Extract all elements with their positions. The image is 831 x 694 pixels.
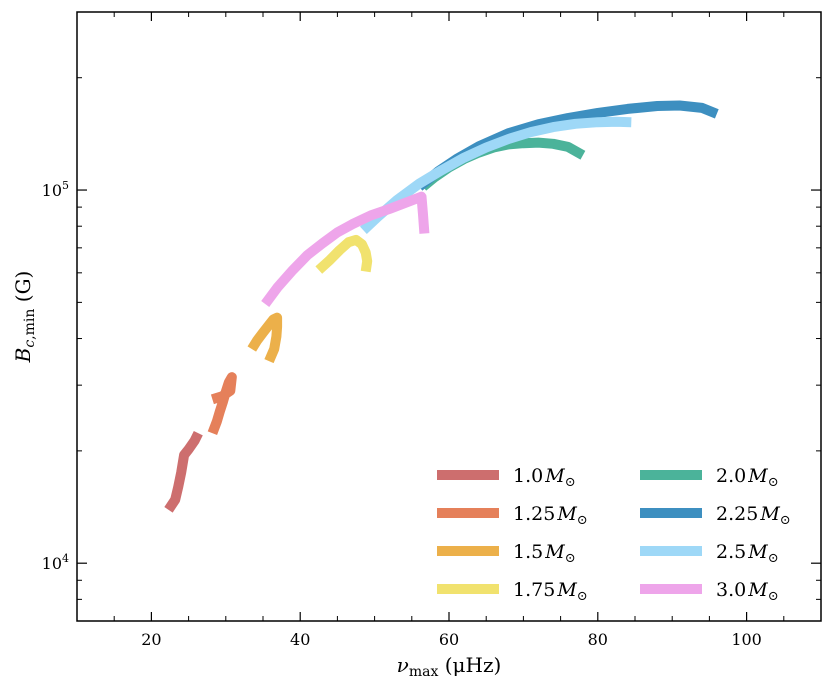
series-line-2 [247, 312, 283, 364]
legend-label: 1.75 M⊙ [513, 579, 588, 604]
legend-label: 1.0 M⊙ [513, 465, 576, 490]
series-line-7 [261, 191, 430, 307]
y-tick-label: 105 [42, 179, 69, 200]
x-tick-label: 80 [588, 630, 608, 649]
legend-label: 2.0 M⊙ [716, 465, 779, 490]
legend-entry-0: 1.0 M⊙ [437, 465, 576, 490]
legend: 1.0 M⊙ 1.25 M⊙ 1.5 M⊙ 1.75 M⊙ 2.0 M⊙ 2.25 M⊙ 2.5 M⊙ 3.… [437, 465, 791, 604]
legend-entry-1: 1.25 M⊙ [437, 503, 588, 528]
axes-layer: 20 40 60 80 100 104 105 νmax (μHz) Bc,min (G) [11, 11, 822, 680]
y-tick-label: 104 [42, 552, 69, 573]
legend-entry-6: 2.5 M⊙ [640, 541, 779, 566]
x-axis-label: νmax (μHz) [397, 653, 502, 680]
legend-entry-3: 1.75 M⊙ [437, 579, 588, 604]
x-tick-label: 40 [290, 630, 310, 649]
legend-label: 2.5 M⊙ [716, 541, 779, 566]
legend-label: 2.25 M⊙ [716, 503, 791, 528]
series-line-1 [207, 372, 237, 435]
legend-entry-7: 3.0 M⊙ [640, 579, 779, 604]
legend-entry-4: 2.0 M⊙ [640, 465, 779, 490]
legend-label: 1.5 M⊙ [513, 541, 576, 566]
legend-label: 1.25 M⊙ [513, 503, 588, 528]
series-line-6 [359, 116, 632, 234]
legend-entry-2: 1.5 M⊙ [437, 541, 576, 566]
series-line-0 [164, 430, 203, 513]
series-line-3 [315, 234, 373, 274]
x-tick-label: 60 [439, 630, 459, 649]
y-axis-label: Bc,min (G) [11, 271, 38, 364]
legend-entry-5: 2.25 M⊙ [640, 503, 791, 528]
x-tick-label: 20 [141, 630, 161, 649]
x-tick-label: 100 [731, 630, 762, 649]
legend-label: 3.0 M⊙ [716, 579, 779, 604]
series-layer [164, 100, 719, 513]
